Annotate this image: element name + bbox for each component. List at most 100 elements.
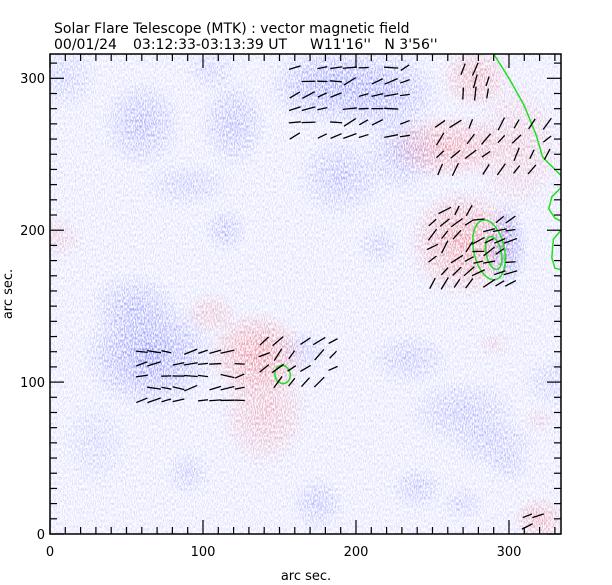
field-vector: [317, 92, 328, 98]
x-tick-label: 0: [46, 545, 54, 560]
negative-region: [290, 476, 346, 531]
field-vector: [481, 150, 491, 158]
field-vector: [543, 148, 551, 160]
field-vector: [287, 365, 297, 372]
field-vector: [450, 254, 464, 264]
field-vector: [473, 86, 477, 101]
field-vector: [542, 117, 552, 130]
field-vector: [439, 218, 450, 227]
field-vector: [529, 149, 535, 160]
field-vector: [453, 278, 461, 288]
field-vector: [317, 107, 328, 111]
y-tick-label: 300: [20, 72, 45, 87]
negative-region: [183, 54, 239, 94]
field-vector: [503, 237, 518, 244]
field-vector: [399, 93, 410, 97]
field-vector: [440, 240, 449, 254]
field-vector: [135, 397, 148, 404]
field-vector: [172, 398, 185, 403]
field-vector: [428, 255, 437, 263]
vector-layer: [135, 62, 552, 530]
field-vector: [471, 236, 485, 245]
field-vector: [329, 350, 337, 359]
negative-region: [50, 54, 100, 113]
field-vector: [288, 65, 301, 71]
field-vector: [258, 352, 271, 358]
field-vector: [438, 206, 452, 215]
field-vector: [436, 150, 445, 159]
x-tick-label: 200: [344, 545, 369, 560]
field-vector: [135, 350, 148, 353]
field-vector: [330, 92, 342, 98]
field-vector: [234, 362, 245, 365]
positive-region: [475, 330, 513, 358]
field-vector: [496, 163, 506, 176]
field-vector: [426, 243, 439, 251]
field-vector: [465, 278, 474, 289]
subtitle-time: 03:12:33-03:13:39 UT: [133, 37, 288, 53]
field-vector: [483, 260, 496, 264]
field-vector: [492, 228, 507, 233]
field-vector: [466, 133, 475, 145]
field-vector: [161, 398, 172, 403]
y-tick-label: 0: [37, 528, 45, 543]
field-vector: [302, 91, 316, 99]
field-vector: [147, 386, 162, 390]
field-vector: [495, 248, 505, 255]
field-vector: [273, 348, 283, 362]
field-vector: [289, 132, 301, 140]
field-vector: [399, 134, 410, 138]
field-vector: [449, 119, 462, 129]
negative-region: [141, 161, 234, 208]
y-axis-label: arc sec.: [1, 269, 16, 319]
y-tick-label: 100: [20, 376, 45, 391]
limb-contour: [547, 187, 561, 222]
field-vector: [299, 364, 312, 372]
field-vector: [313, 376, 325, 388]
field-vector: [343, 117, 357, 127]
negative-region: [368, 331, 451, 387]
field-vector: [273, 376, 283, 389]
field-vector: [317, 133, 328, 139]
field-vector: [503, 270, 518, 276]
field-vector: [209, 399, 222, 402]
field-vector: [452, 266, 462, 276]
field-vector: [358, 133, 369, 139]
field-vector: [288, 121, 301, 124]
field-vector: [384, 66, 399, 69]
field-vector: [147, 349, 162, 354]
field-vector: [494, 237, 506, 244]
field-vector: [481, 133, 492, 145]
negative-region: [88, 271, 181, 341]
field-vector: [462, 87, 465, 100]
x-tick-label: 100: [191, 545, 216, 560]
field-vector: [259, 336, 270, 346]
field-vector: [384, 93, 399, 97]
field-vector: [135, 374, 148, 378]
field-vector: [197, 399, 209, 402]
field-vector: [450, 217, 464, 228]
field-vector: [183, 374, 198, 378]
field-vector: [184, 384, 198, 392]
field-vector: [147, 397, 161, 404]
subtitle-date: 00/01/24: [54, 37, 117, 53]
field-vector: [400, 79, 410, 84]
negative-region: [164, 450, 211, 497]
field-vector: [471, 269, 486, 277]
field-vector: [482, 164, 490, 175]
negative-region: [440, 485, 487, 522]
field-vector: [460, 63, 466, 76]
negative-region: [389, 465, 445, 512]
field-vector: [428, 218, 437, 227]
field-vector: [314, 349, 325, 361]
field-vector: [358, 93, 369, 98]
field-vector: [454, 205, 460, 216]
chart-title: Solar Flare Telescope (MTK) : vector mag…: [54, 21, 410, 37]
field-vector: [209, 362, 222, 365]
field-vector: [427, 228, 438, 241]
field-vector: [497, 117, 506, 131]
field-vector: [504, 279, 517, 287]
field-vector: [301, 377, 310, 387]
field-vector: [486, 88, 489, 99]
field-vector: [184, 348, 198, 355]
